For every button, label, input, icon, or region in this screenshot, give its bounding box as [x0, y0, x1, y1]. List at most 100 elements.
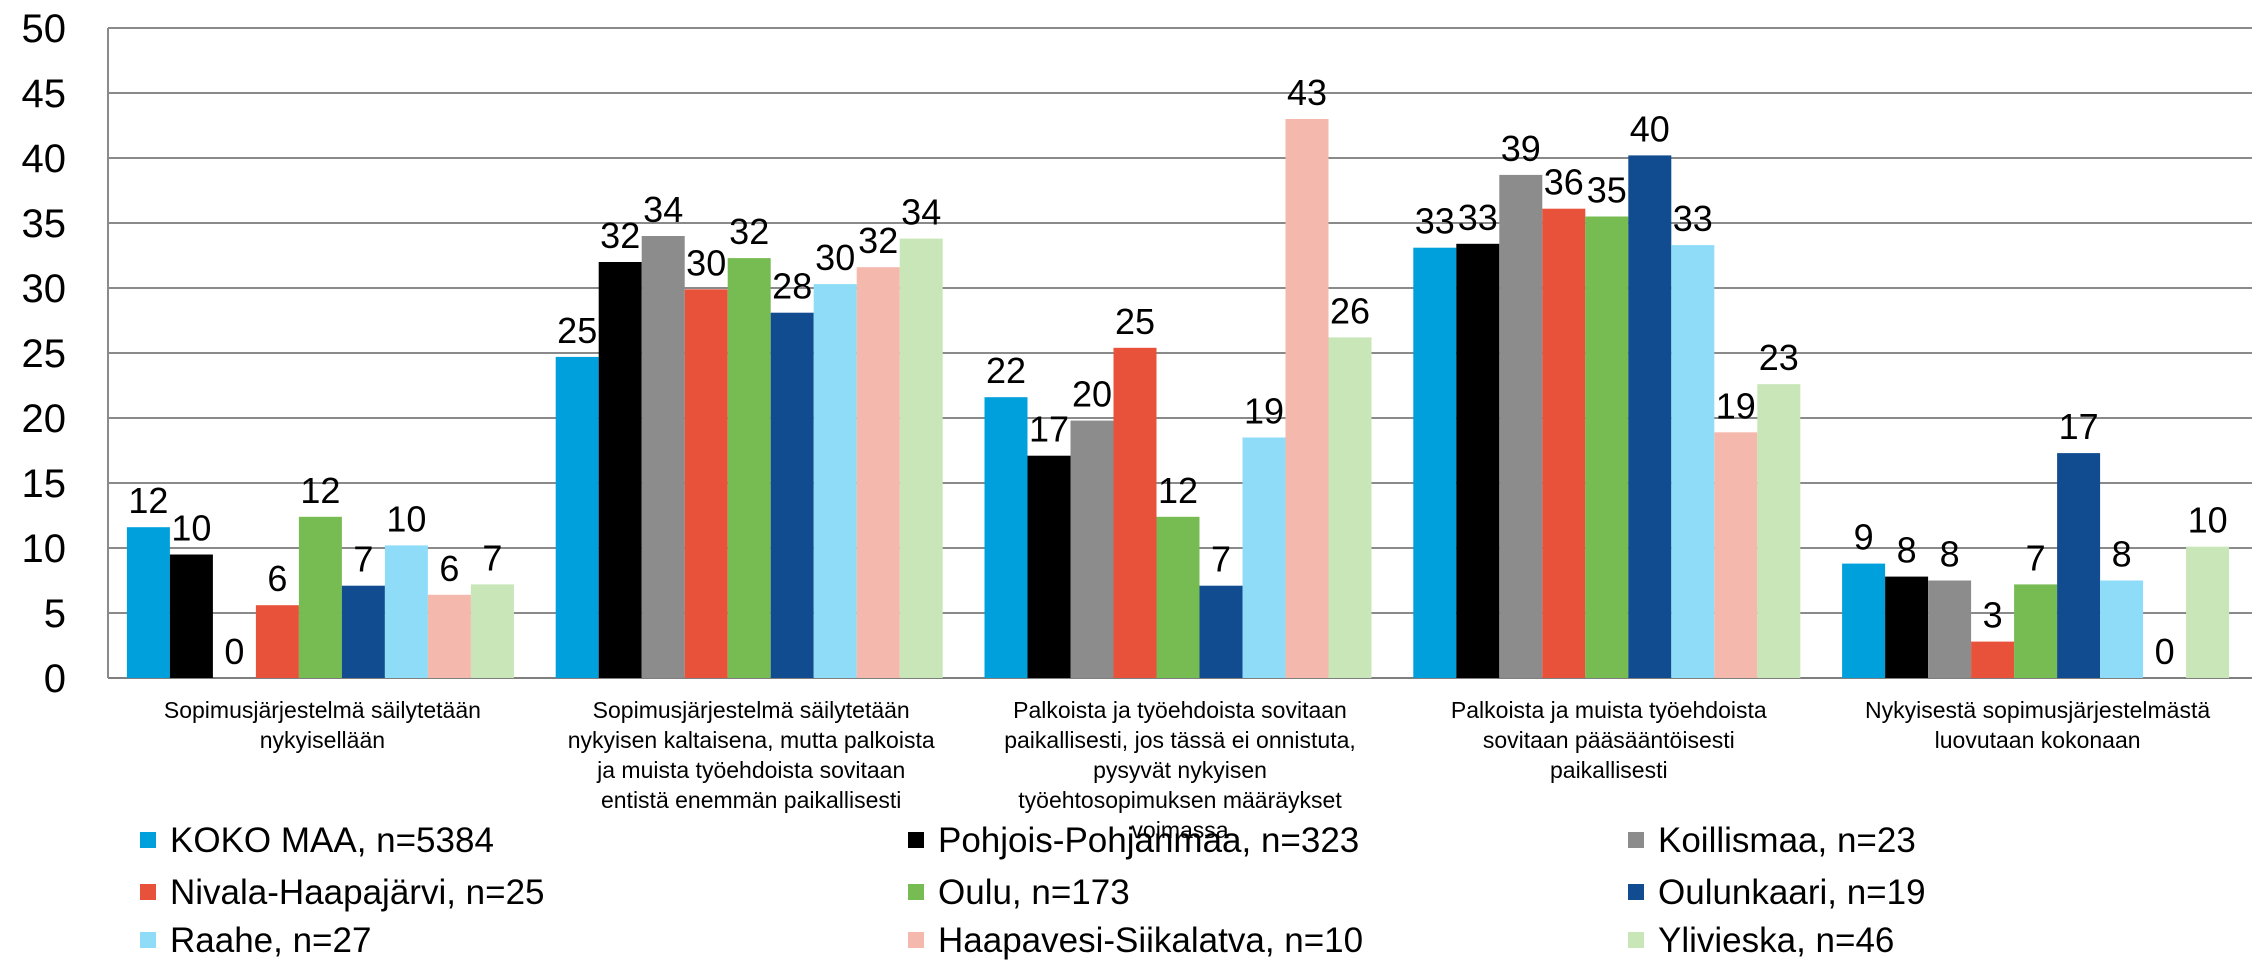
- bar: [1757, 384, 1800, 678]
- data-label: 10: [2188, 500, 2228, 541]
- data-label: 39: [1501, 128, 1541, 169]
- bar: [814, 284, 857, 678]
- legend-label: Raahe, n=27: [170, 921, 371, 960]
- data-label: 3: [1983, 595, 2003, 636]
- legend-label: Ylivieska, n=46: [1658, 921, 1894, 960]
- bar: [1200, 586, 1243, 678]
- data-label: 7: [353, 539, 373, 580]
- legend-label: Oulunkaari, n=19: [1658, 873, 1926, 912]
- data-label: 12: [128, 480, 168, 521]
- bar: [2100, 581, 2143, 679]
- data-label: 20: [1072, 374, 1112, 415]
- bar: [428, 595, 471, 678]
- bar: [1542, 209, 1585, 678]
- bar: [127, 527, 170, 678]
- bar: [471, 584, 514, 678]
- data-label: 6: [439, 548, 459, 589]
- y-tick-label: 15: [22, 462, 67, 506]
- category-label: Sopimusjärjestelmä säilytetään: [593, 697, 910, 723]
- category-label: nykyisellään: [260, 727, 385, 753]
- legend-swatch: [140, 932, 156, 948]
- category-label: entistä enemmän paikallisesti: [601, 787, 901, 813]
- category-label: työehtosopimuksen määräykset: [1018, 787, 1342, 813]
- bar: [1286, 119, 1329, 678]
- category-label: luovutaan kokonaan: [1935, 727, 2141, 753]
- data-label: 32: [600, 215, 640, 256]
- bar: [599, 262, 642, 678]
- data-label: 6: [267, 558, 287, 599]
- data-label: 34: [901, 192, 941, 233]
- bar: [685, 289, 728, 678]
- bar: [1671, 245, 1714, 678]
- bar: [1157, 517, 1200, 678]
- bar: [1585, 217, 1628, 679]
- data-label: 40: [1630, 108, 1670, 149]
- data-label: 36: [1544, 162, 1584, 203]
- bar: [1456, 244, 1499, 678]
- data-label: 7: [482, 537, 502, 578]
- data-label: 32: [729, 211, 769, 252]
- bar: [1114, 348, 1157, 678]
- category-label: Palkoista ja työehdoista sovitaan: [1013, 697, 1347, 723]
- legend-label: Pohjois-Pohjanmaa, n=323: [938, 821, 1359, 860]
- data-label: 26: [1330, 290, 1370, 331]
- legend-swatch: [1628, 932, 1644, 948]
- data-label: 33: [1673, 198, 1713, 239]
- legend-swatch: [908, 884, 924, 900]
- data-label: 0: [224, 631, 244, 672]
- y-tick-label: 35: [22, 202, 67, 246]
- data-label: 30: [686, 242, 726, 283]
- legend: KOKO MAA, n=5384 Pohjois-Pohjanmaa, n=323…: [140, 821, 1926, 960]
- data-label: 12: [1158, 470, 1198, 511]
- y-tick-label: 20: [22, 397, 67, 441]
- data-label: 0: [2155, 631, 2175, 672]
- data-label: 25: [557, 310, 597, 351]
- bar: [771, 313, 814, 678]
- category-label: nykyisen kaltaisena, mutta palkoista: [568, 727, 935, 753]
- legend-swatch: [140, 832, 156, 848]
- category-label: Palkoista ja muista työehdoista: [1451, 697, 1767, 723]
- bar: [1329, 337, 1372, 678]
- y-tick-label: 10: [22, 527, 67, 571]
- data-label: 17: [1029, 409, 1069, 450]
- bar: [900, 239, 943, 678]
- bars: [127, 119, 2229, 678]
- category-label: sovitaan pääsääntöisesti: [1483, 727, 1735, 753]
- legend-swatch: [908, 832, 924, 848]
- data-label: 7: [2026, 537, 2046, 578]
- data-label: 9: [1854, 517, 1874, 558]
- data-label: 10: [386, 498, 426, 539]
- data-label: 10: [171, 508, 211, 549]
- y-tick-label: 25: [22, 332, 67, 376]
- bar: [1714, 432, 1757, 678]
- category-label: ja muista työehdoista sovitaan: [596, 757, 905, 783]
- y-axis: 0 5 10 15 20 25 30 35 40 45 50: [22, 7, 109, 701]
- category-label: Sopimusjärjestelmä säilytetään: [164, 697, 481, 723]
- data-label: 30: [815, 237, 855, 278]
- category-label: Nykyisestä sopimusjärjestelmästä: [1865, 697, 2210, 723]
- y-tick-label: 50: [22, 7, 67, 51]
- data-label: 28: [772, 266, 812, 307]
- bar: [299, 517, 342, 678]
- data-label: 33: [1415, 201, 1455, 242]
- bar: [985, 397, 1028, 678]
- bar: [2014, 584, 2057, 678]
- legend-label: KOKO MAA, n=5384: [170, 821, 494, 860]
- bar: [342, 586, 385, 678]
- bar: [1499, 175, 1542, 678]
- bar: [1071, 421, 1114, 678]
- data-label: 8: [2112, 534, 2132, 575]
- data-label: 7: [1211, 539, 1231, 580]
- bar: [1885, 577, 1928, 678]
- bar: [1928, 581, 1971, 679]
- legend-label: Koillismaa, n=23: [1658, 821, 1916, 860]
- bar: [2186, 547, 2229, 678]
- y-tick-label: 45: [22, 72, 67, 116]
- data-label: 33: [1458, 197, 1498, 238]
- bar: [1413, 248, 1456, 678]
- data-label: 17: [2059, 406, 2099, 447]
- legend-label: Haapavesi-Siikalatva, n=10: [938, 921, 1363, 960]
- data-label: 35: [1587, 170, 1627, 211]
- category-label: pysyvät nykyisen: [1093, 757, 1267, 783]
- bar: [256, 605, 299, 678]
